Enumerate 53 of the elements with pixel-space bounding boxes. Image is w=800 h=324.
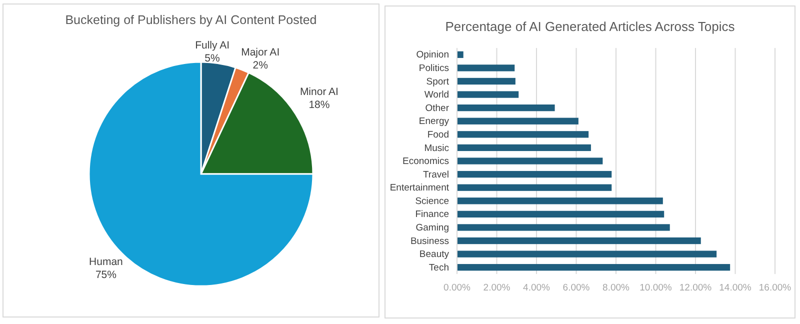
bar: [457, 224, 670, 231]
bar: [457, 237, 701, 244]
x-tick-label: 14.00%: [719, 282, 752, 294]
y-tick-label: Politics: [418, 62, 450, 74]
x-tick-label: 4.00%: [523, 282, 551, 294]
bar: [457, 51, 464, 58]
chart-title: Bucketing of Publishers by AI Content Posted: [65, 13, 317, 27]
bar: [457, 78, 516, 85]
data-label: 18%: [308, 98, 330, 111]
y-tick-label: Travel: [422, 169, 449, 180]
y-tick-label: Sport: [426, 76, 450, 88]
bar: [457, 198, 663, 204]
bar: [457, 104, 555, 112]
y-tick-label: Opinion: [416, 50, 449, 61]
y-tick-label: Beauty: [419, 249, 450, 260]
bar: [457, 91, 519, 98]
y-tick-label: Business: [410, 236, 450, 247]
slice-label: Major AI: [241, 46, 280, 58]
bar: [457, 184, 612, 191]
bar: [457, 64, 515, 72]
data-label: 5%: [204, 52, 220, 64]
y-tick-label: Music: [424, 142, 450, 154]
x-tick-label: 2.00%: [483, 282, 511, 294]
y-tick-label: Other: [425, 102, 449, 114]
chart-title: Percentage of AI Generated Articles Across Topics: [445, 19, 736, 34]
x-tick-label: 0.00%: [444, 282, 472, 294]
y-tick-label: Tech: [428, 262, 449, 274]
y-tick-label: Energy: [418, 116, 450, 128]
data-label: 2%: [252, 59, 268, 72]
slice-label: Human: [89, 256, 124, 268]
y-tick-label: Finance: [415, 209, 449, 220]
bar: [457, 250, 717, 258]
x-tick-label: 8.00%: [602, 282, 630, 294]
bar: [457, 118, 578, 124]
slice-label: Minor AI: [300, 86, 338, 98]
bar: [457, 144, 591, 152]
y-tick-label: Gaming: [416, 222, 449, 234]
bar: [457, 170, 612, 178]
bar: [457, 264, 730, 271]
y-tick-label: Food: [427, 129, 449, 140]
x-tick-label: 6.00%: [562, 282, 590, 294]
slice-label: Fully AI: [195, 39, 230, 52]
y-tick-label: Entertainment: [390, 182, 450, 194]
x-tick-label: 16.00%: [758, 282, 792, 294]
y-tick-label: World: [424, 90, 449, 101]
bar: [457, 210, 664, 218]
y-tick-label: Economics: [402, 156, 450, 168]
data-label: 75%: [95, 269, 116, 282]
x-tick-label: 10.00%: [640, 282, 672, 294]
bar: [457, 158, 603, 164]
bar: [457, 131, 589, 138]
y-tick-label: Science: [415, 196, 449, 207]
x-tick-label: 12.00%: [679, 282, 712, 294]
